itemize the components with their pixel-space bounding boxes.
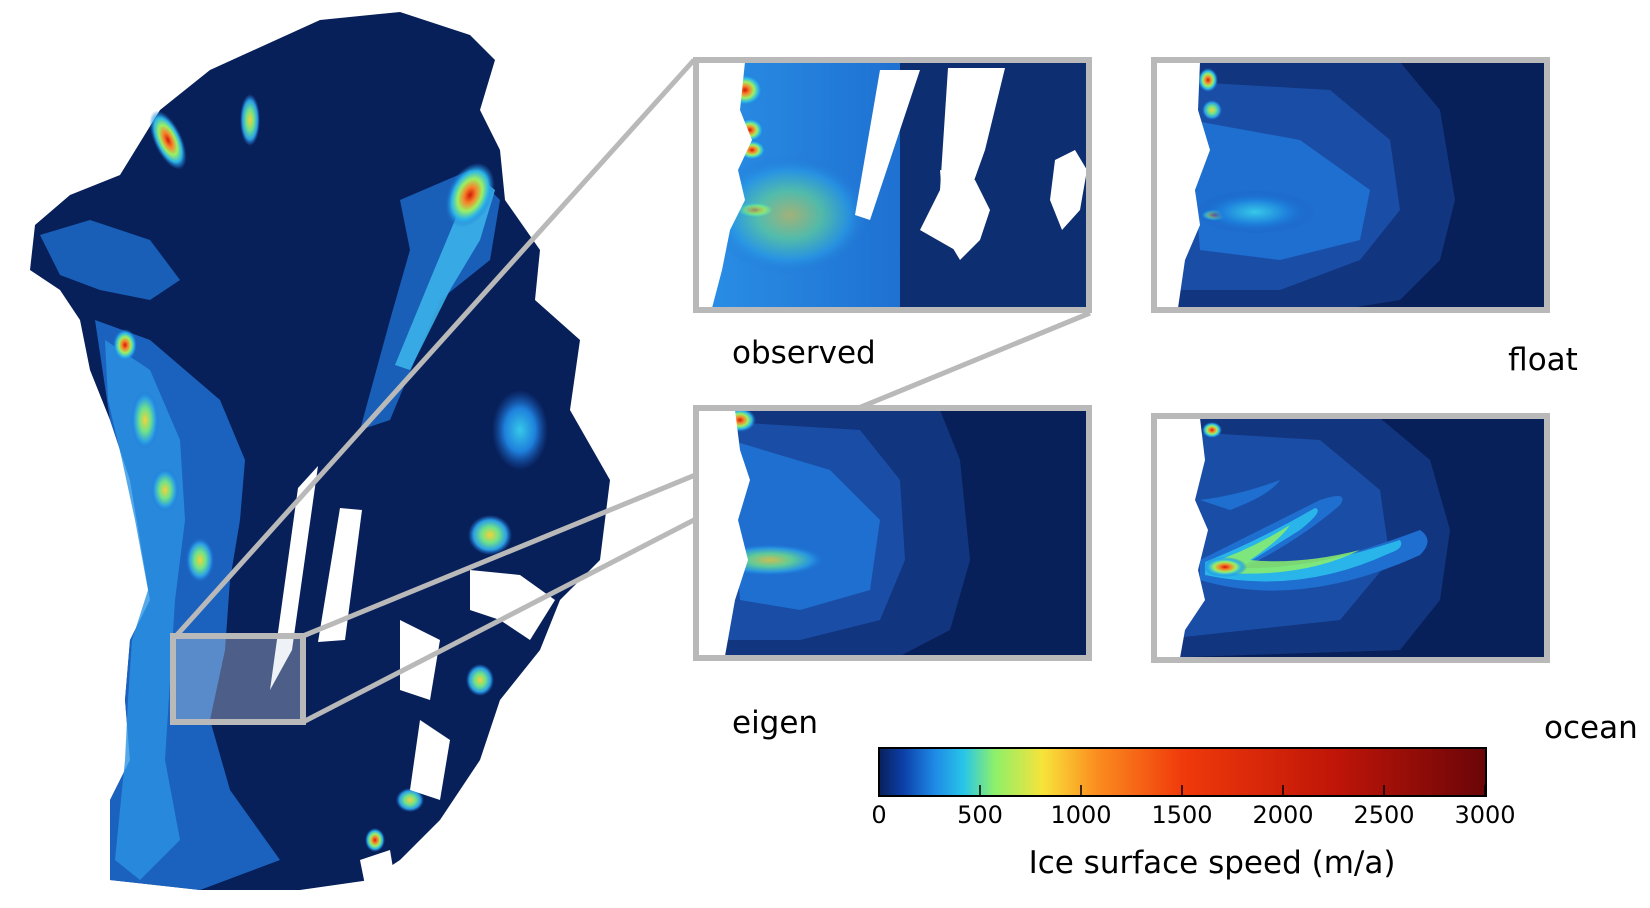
colorbar-tick-label: 0	[871, 801, 887, 829]
zoom-region-box	[170, 633, 306, 725]
panel-ocean	[1151, 413, 1550, 663]
panel-observed	[693, 57, 1092, 313]
northwest-flow	[40, 220, 180, 300]
colorbar-tick-label: 2000	[1252, 801, 1314, 829]
panel-label-observed: observed	[732, 335, 876, 371]
panel-eigen	[693, 405, 1092, 661]
panel-label-eigen: eigen	[732, 705, 819, 741]
colorbar-ticks	[878, 785, 1486, 796]
east-coast-gaps	[360, 570, 555, 885]
data-gap-strip-2	[318, 508, 362, 642]
colorbar-tick-label: 500	[957, 801, 1003, 829]
colorbar-tick-label: 1000	[1050, 801, 1112, 829]
colorbar-title: Ice surface speed (m/a)	[1028, 845, 1396, 881]
colorbar-tick-label: 2500	[1353, 801, 1415, 829]
colorbar	[878, 747, 1487, 797]
colorbar-tick-label: 3000	[1454, 801, 1516, 829]
panel-float	[1151, 57, 1550, 313]
colorbar-tick-label: 1500	[1151, 801, 1213, 829]
panel-label-float: float	[1508, 342, 1578, 378]
greenland-speed-map	[30, 12, 610, 890]
panel-label-ocean: ocean	[1544, 710, 1638, 746]
